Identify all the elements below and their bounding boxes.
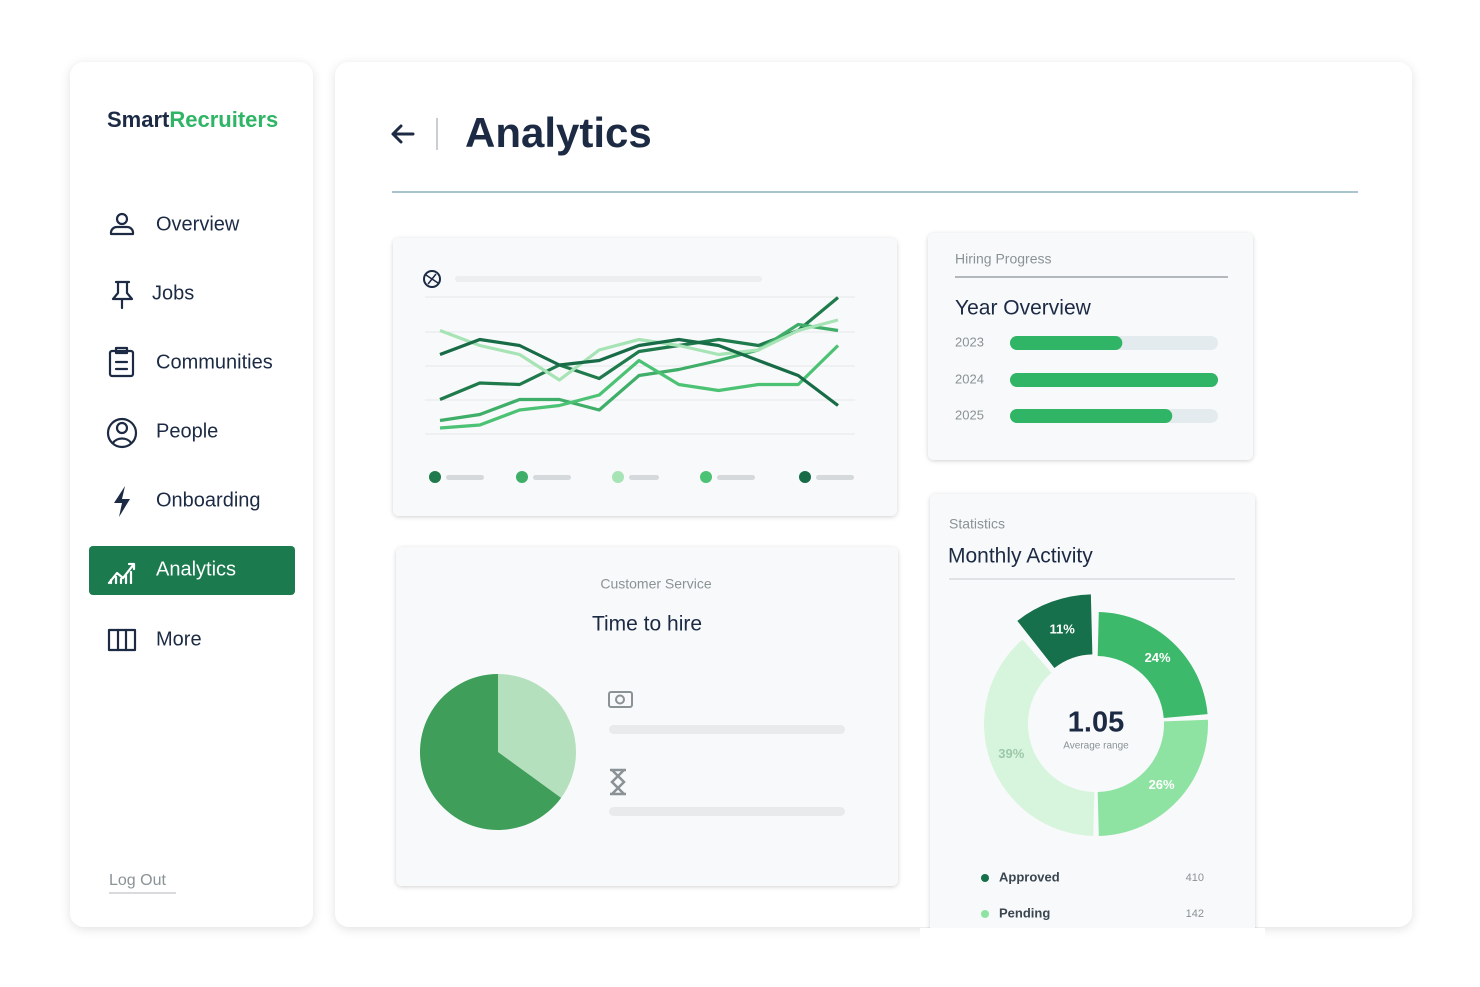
charts: 2023 2024 2025 24% 26% 39% 11% Approved 410 Pendi…	[420, 296, 1218, 920]
logo: SmartRecruiters	[107, 107, 278, 132]
legend-skeleton	[717, 475, 755, 480]
nav-icons	[106, 212, 138, 652]
legend-skeleton	[533, 475, 571, 480]
nav-item[interactable]: Analytics	[156, 558, 236, 580]
icon	[114, 486, 130, 517]
back-button[interactable]	[391, 124, 415, 144]
donut-segment	[1097, 612, 1208, 719]
card-label: Customer Service	[600, 576, 711, 592]
donut-label: 24%	[1145, 650, 1171, 665]
logout-link[interactable]: Log Out	[109, 872, 166, 889]
donut-label: 26%	[1149, 777, 1175, 792]
legend-dot	[612, 471, 624, 483]
bar	[1010, 373, 1218, 387]
skeleton	[455, 276, 762, 282]
line-chart-card	[393, 238, 897, 516]
clip	[920, 928, 1265, 987]
donut-segment	[1097, 719, 1208, 836]
legend-skeleton	[446, 475, 484, 480]
legend-dot	[981, 874, 989, 882]
active-nav-bg	[89, 546, 295, 595]
line-series	[439, 318, 839, 382]
nav-item[interactable]: More	[156, 628, 202, 650]
card-label: Hiring Progress	[955, 251, 1051, 267]
legend-skeleton	[816, 475, 854, 480]
grid	[425, 296, 855, 435]
skeleton	[609, 807, 845, 816]
bar	[1010, 409, 1173, 423]
logo-part: Smart	[107, 107, 170, 132]
nav: Overview Jobs Communities People Onboarding A…	[152, 213, 273, 650]
donut-segment	[984, 639, 1095, 836]
legend-dot	[799, 471, 811, 483]
nav-item[interactable]: Onboarding	[156, 489, 261, 511]
pie-slice	[420, 674, 562, 830]
legend-value: 410	[1186, 872, 1204, 884]
pie-slice	[498, 674, 576, 798]
icon	[608, 691, 633, 708]
bar-label: 2023	[955, 334, 984, 349]
legend-dot	[429, 471, 441, 483]
nav-item[interactable]: Overview	[156, 213, 240, 235]
legend-name: Approved	[999, 869, 1060, 884]
line-series	[439, 344, 840, 430]
donut-center-value: 1.05	[1068, 707, 1124, 739]
card-label: Statistics	[949, 516, 1005, 532]
legend-skeleton	[629, 475, 659, 480]
skeleton	[609, 725, 845, 734]
bar-label: 2024	[955, 371, 984, 386]
donut-label: 11%	[1049, 621, 1075, 636]
legend-dot	[700, 471, 712, 483]
line-series	[439, 337, 839, 407]
logo-part: Recruiters	[169, 107, 278, 132]
bar	[1010, 336, 1123, 350]
card-title: Monthly Activity	[948, 545, 1093, 568]
donut-center-label: Average range	[1063, 741, 1129, 752]
donut-label: 39%	[998, 746, 1024, 761]
icon	[423, 270, 441, 288]
line-series	[439, 322, 839, 423]
legend-dot	[516, 471, 528, 483]
page-title: Analytics	[465, 109, 652, 156]
legend-name: Pending	[999, 905, 1050, 920]
icon	[610, 768, 626, 796]
sidebar	[70, 62, 313, 927]
legend-value: 142	[1186, 908, 1204, 920]
legend-dot	[981, 910, 989, 918]
nav-item[interactable]: Jobs	[152, 282, 194, 304]
monthly-card	[930, 494, 1255, 934]
icon	[425, 273, 439, 285]
card-title: Time to hire	[592, 613, 702, 636]
card-title: Year Overview	[955, 297, 1092, 320]
bar-label: 2025	[955, 407, 984, 422]
donut-segment	[1017, 594, 1093, 669]
nav-item[interactable]: People	[156, 420, 218, 442]
nav-item[interactable]: Communities	[156, 351, 273, 373]
